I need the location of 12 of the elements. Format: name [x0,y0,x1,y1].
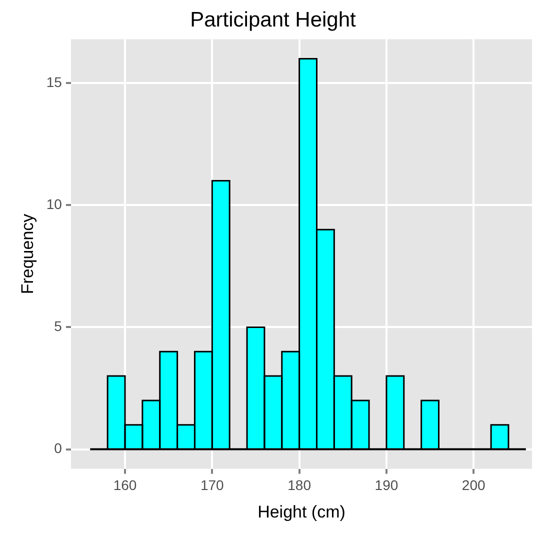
y-tick-label: 5 [54,318,62,334]
x-tick-label: 200 [462,477,486,494]
x-tick-label: 180 [288,477,312,494]
chart-title: Participant Height [190,8,356,32]
y-tick-label: 0 [54,440,62,456]
x-axis-title: Height (cm) [258,502,346,522]
y-tick-label: 10 [46,196,62,212]
y-axis-title: Frequency [18,213,37,294]
x-tick-label: 190 [374,477,398,494]
x-tick-label: 170 [200,477,224,494]
y-tick-label: 15 [46,74,62,90]
x-tick-label: 160 [113,477,137,494]
